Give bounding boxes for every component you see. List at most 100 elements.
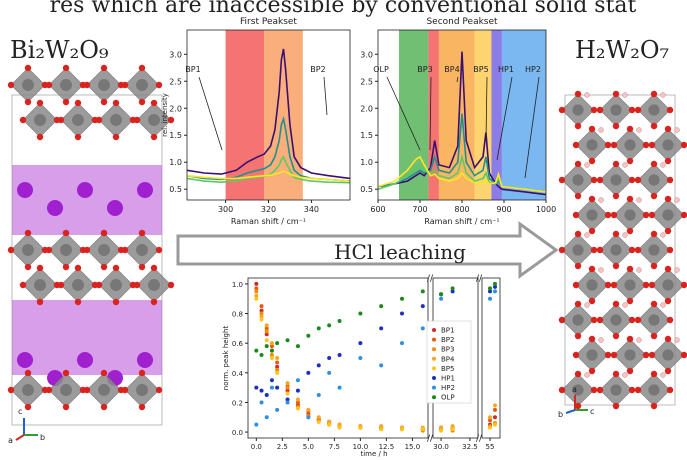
data-point (275, 367, 280, 372)
oxygen-atom (650, 230, 658, 238)
data-point (295, 378, 300, 383)
data-point (269, 344, 274, 349)
y-tick-label: 0.6 (232, 340, 244, 348)
hydrogen-atom (584, 232, 590, 238)
annotation-arrow (386, 76, 421, 151)
y-tick-label: 0.5 (360, 185, 373, 194)
oxygen-atom (626, 125, 634, 133)
oxygen-atom (100, 263, 108, 271)
data-point (264, 329, 269, 334)
y-tick-label: 3.0 (169, 50, 182, 59)
x-axis-label: Raman shift / cm⁻¹ (231, 217, 306, 226)
y-tick-label: 1.5 (169, 131, 182, 140)
data-point (488, 286, 492, 291)
oxygen-atom (648, 281, 656, 289)
metal-atom (610, 104, 622, 116)
chart-title: First Peakset (240, 17, 297, 27)
metal-atom (148, 114, 160, 126)
data-point (488, 296, 492, 301)
oxygen-atom (650, 370, 658, 378)
oxygen-atom (610, 351, 618, 359)
metal-atom (648, 384, 660, 396)
oxygen-atom (36, 99, 44, 107)
legend-marker (432, 337, 436, 342)
oxygen-atom (83, 81, 91, 89)
oxygen-atom (612, 370, 620, 378)
oxygen-atom (666, 386, 674, 394)
x-tick-label: 2.5 (277, 443, 288, 451)
second-peakset-chart: OLP BP3 BP4 BP5 HP1 HP2 600 700 800 900 1000 0.5 1.0… (360, 17, 556, 226)
bi-atom (77, 182, 93, 198)
annotation-arrow (496, 76, 513, 161)
oxygen-atom (664, 125, 672, 133)
band-label: HP1 (498, 65, 514, 74)
oxygen-atom (664, 297, 672, 305)
oxygen-atom (628, 386, 636, 394)
data-point (264, 332, 269, 337)
oxygen-atom (95, 116, 103, 124)
oxygen-atom (24, 64, 32, 72)
axes-frame (481, 277, 501, 439)
header-text: res which are inaccessible by convention… (50, 0, 637, 18)
data-point (259, 353, 264, 358)
metal-atom (662, 209, 674, 221)
metal-atom (610, 384, 622, 396)
data-point (295, 397, 300, 402)
oxygen-atom (604, 281, 612, 289)
data-point (275, 407, 280, 412)
data-point (327, 356, 332, 360)
x-tick-label: 7.5 (329, 443, 340, 451)
legend-label: BP4 (441, 355, 455, 363)
oxygen-atom (588, 297, 596, 305)
oxygen-atom (62, 64, 70, 72)
hydrogen-atom (636, 197, 642, 203)
first-peakset-chart: BP1 BP2 300 320 340 0.5 1.0 1.5 2.0 2.5 3.0 First P… (161, 17, 351, 226)
oxygen-atom (588, 335, 596, 343)
data-point (295, 388, 300, 393)
metal-atom (572, 314, 584, 326)
bi-atom (17, 182, 33, 198)
oxygen-atom (666, 176, 674, 184)
data-point (337, 425, 342, 430)
data-point (379, 326, 384, 331)
oxygen-atom (572, 351, 580, 359)
oxygen-atom (572, 211, 580, 219)
oxygen-atom (642, 211, 650, 219)
data-point (358, 311, 363, 316)
data-point (254, 348, 259, 353)
data-point (259, 311, 264, 316)
hydrogen-atom (622, 92, 628, 98)
x-tick-label: 10.0 (353, 443, 369, 451)
y-tick-label: 2.0 (169, 104, 182, 113)
y-tick-label: 2.5 (360, 77, 373, 86)
oxygen-atom (612, 332, 620, 340)
oxygen-atom (572, 141, 580, 149)
data-point (254, 281, 259, 286)
metal-atom (662, 349, 674, 361)
oxygen-atom (612, 192, 620, 200)
oxygen-atom (24, 229, 32, 237)
data-point (488, 425, 492, 430)
axis-letter: b (40, 433, 45, 442)
data-point (269, 356, 274, 360)
metal-atom (624, 349, 636, 361)
data-point (254, 422, 259, 427)
oxygen-atom (610, 211, 618, 219)
metal-atom (72, 114, 84, 126)
data-point (379, 363, 384, 368)
metal-atom (60, 384, 72, 396)
data-point (275, 385, 280, 390)
oxygen-atom (588, 157, 596, 165)
x-tick-label: 32.5 (462, 443, 478, 451)
metal-atom (586, 349, 598, 361)
bi-atom (17, 352, 33, 368)
data-point (327, 419, 332, 424)
legend-marker (432, 366, 436, 371)
metal-atom (610, 314, 622, 326)
data-point (275, 370, 280, 375)
x-tick-label: 320 (261, 205, 276, 214)
oxygen-atom (112, 99, 120, 107)
bi-atom (47, 200, 63, 216)
oxygen-atom (112, 133, 120, 141)
y-axis-label: norm. peak height (222, 326, 230, 391)
